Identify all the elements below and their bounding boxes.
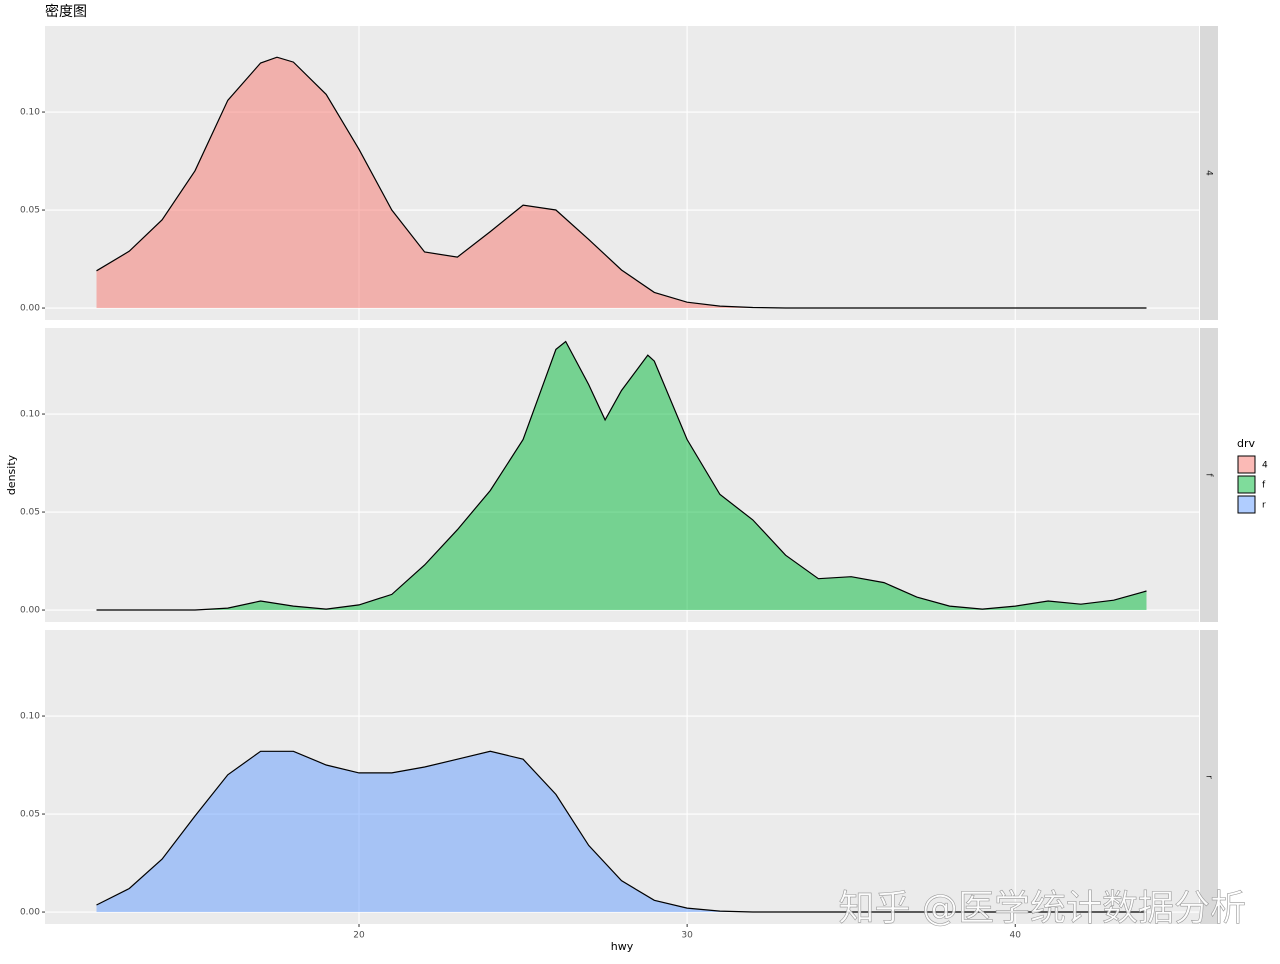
- x-tick-label: 20: [353, 931, 365, 941]
- legend-key: [1237, 455, 1256, 474]
- y-tick-label: 0.05: [20, 508, 40, 518]
- y-tick-label: 0.00: [20, 304, 40, 314]
- x-tick-label: 30: [681, 931, 693, 941]
- facet-strip-label: r: [1204, 775, 1214, 779]
- y-tick-label: 0.05: [20, 206, 40, 216]
- density-area: [96, 57, 1147, 309]
- legend-label: r: [1262, 501, 1266, 511]
- facet-strip: [1200, 630, 1218, 924]
- density-line: [96, 750, 1147, 913]
- y-tick-label: 0.10: [20, 712, 40, 722]
- x-axis-label: hwy: [611, 940, 634, 953]
- y-tick-label: 0.00: [20, 606, 40, 616]
- y-tick-label: 0.05: [20, 810, 40, 820]
- y-axis-label: density: [5, 454, 18, 495]
- legend-key: [1237, 475, 1256, 494]
- y-tick-label: 0.00: [20, 908, 40, 918]
- density-area: [96, 341, 1147, 611]
- watermark: 知乎 @医学统计数据分析: [839, 888, 1246, 929]
- legend-key: [1237, 495, 1256, 514]
- x-tick-label: 40: [1010, 931, 1022, 941]
- facet-strip: [1200, 328, 1218, 622]
- density-area: [96, 751, 1147, 913]
- y-tick-label: 0.10: [20, 108, 40, 118]
- facet-strip-label: f: [1204, 473, 1214, 477]
- facet-strip-label: 4: [1204, 170, 1214, 176]
- y-tick-label: 0.10: [20, 410, 40, 420]
- legend-label: f: [1262, 481, 1266, 491]
- legend-label: 4: [1262, 461, 1268, 471]
- density-line: [96, 340, 1147, 611]
- legend-title: drv: [1237, 437, 1256, 450]
- facet-strip: [1200, 26, 1218, 320]
- chart-title: 密度图: [45, 3, 87, 20]
- density-line: [96, 56, 1147, 309]
